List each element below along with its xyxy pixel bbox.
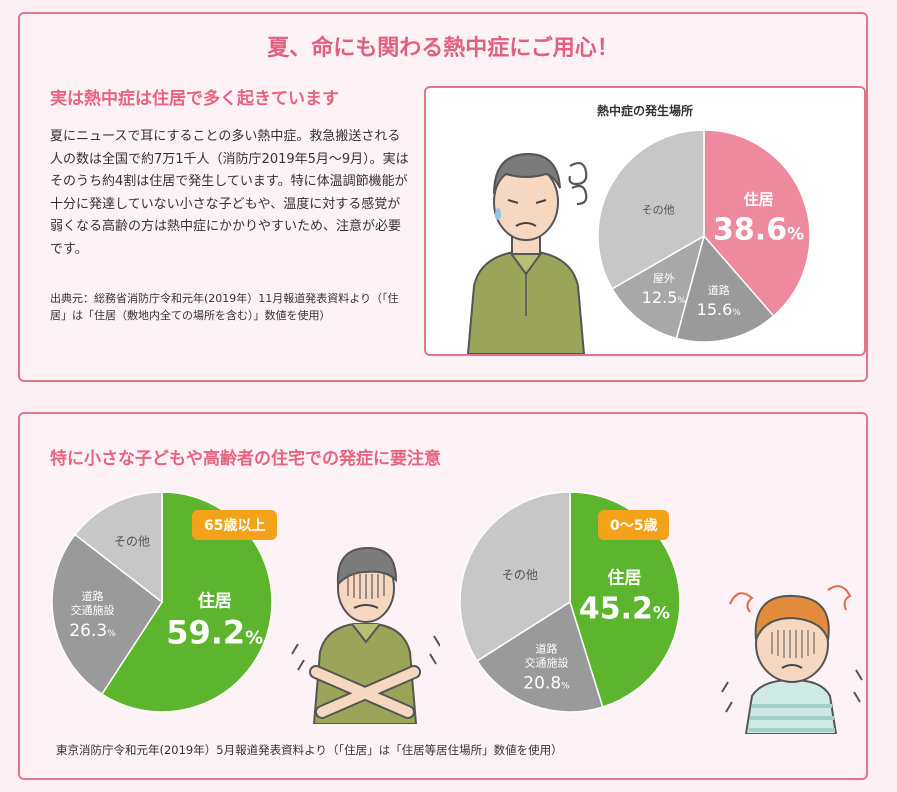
chart2-slice-1-label: 道路: [82, 589, 104, 603]
chart1-slice-0: [703, 129, 811, 318]
chart3-slice-1-label: 交通施設: [524, 656, 568, 670]
section1-heading: 実は熱中症は住居で多く起きています: [50, 89, 339, 109]
chart1-slice-2-value: 12.5%: [642, 288, 687, 307]
chart1-slice-2-label: 屋外: [653, 272, 675, 285]
chart1-slice-3-label: その他: [642, 203, 675, 216]
bottom-panel: 特に小さな子どもや高齢者の住宅での発症に要注意 住居 59.2% 道路 交通施設 26.…: [18, 412, 868, 780]
section2-source: 東京消防庁令和元年(2019年）5月報道発表資料より（「住居」は「住居等居住場所…: [56, 743, 563, 757]
chart2-slice-0-label: 住居: [198, 591, 232, 612]
chart2-slice-1-label: 交通施設: [71, 603, 115, 617]
chart3-slice-1-value: 20.8%: [523, 674, 570, 694]
section2-heading: 特に小さな子どもや高齢者の住宅での発症に要注意: [50, 449, 441, 469]
shivering-elderly-man-illustration: [291, 546, 440, 724]
chart1-frame: 熱中症の発生場所 住居 38.6% 道路 15.6% 屋外 12.5% その他: [424, 86, 866, 356]
chart2-slice-1-value: 26.3%: [69, 621, 116, 641]
chart2-badge: 65歳以上: [192, 510, 278, 540]
worried-elderly-man-illustration: [466, 152, 588, 354]
chart1-slice-2: [611, 234, 706, 340]
top-panel: 夏、命にも関わる熱中症にご用心！ 実は熱中症は住居で多く起きています 夏にニュー…: [18, 12, 868, 382]
chart1-title: 熱中症の発生場所: [596, 104, 693, 118]
chart2-slice-0-value: 59.2%: [166, 614, 263, 652]
chart2-slice-0: [100, 491, 273, 713]
chart1-slice-1: [675, 234, 775, 343]
chart2-slice-1: [51, 533, 164, 696]
chart3-slice-1: [476, 600, 604, 713]
section1-source: 出典元：総務省消防庁令和元年(2019年）11月報道発表資料より（「住居」は「住…: [50, 292, 399, 322]
child-hot-illustration: [721, 585, 863, 734]
chart3-slice-1-label: 道路: [535, 642, 557, 656]
chart3-slice-0-value: 45.2%: [579, 592, 670, 627]
chart2-slice-2-label: その他: [114, 534, 150, 548]
chart1-slice-3: [597, 129, 705, 290]
chart3-slice-2-label: その他: [502, 568, 538, 582]
section1-body: 夏にニュースで耳にすることの多い熱中症。救急搬送される人の数は全国で約7万1千人…: [50, 129, 409, 257]
chart2-slice-2: [74, 491, 163, 604]
chart3-badge: 0〜5歳: [598, 510, 670, 540]
chart1-pie: 住居 38.6% 道路 15.6% 屋外 12.5% その他: [597, 129, 811, 343]
chart3-slice-2: [459, 491, 571, 662]
chart1-slice-0-label: 住居: [744, 191, 774, 209]
chart3-slice-0-label: 住居: [607, 568, 641, 589]
chart1-slice-1-label: 道路: [708, 283, 730, 297]
chart3-slice-0: [569, 491, 681, 708]
page-title: 夏、命にも関わる熱中症にご用心！: [267, 36, 619, 61]
chart1-slice-0-value: 38.6%: [713, 213, 804, 248]
chart1-slice-1-value: 15.6%: [697, 300, 742, 319]
